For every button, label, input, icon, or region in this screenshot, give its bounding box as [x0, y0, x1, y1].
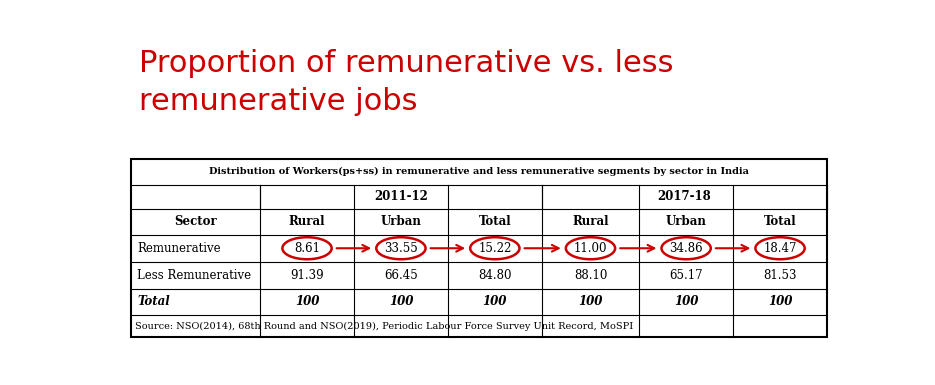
Text: 100: 100 — [768, 295, 792, 308]
Text: 100: 100 — [482, 295, 507, 308]
Text: 100: 100 — [389, 295, 413, 308]
Text: 84.80: 84.80 — [478, 269, 511, 281]
Text: 88.10: 88.10 — [574, 269, 607, 281]
Text: Remunerative: Remunerative — [137, 242, 221, 255]
Text: Total: Total — [479, 215, 511, 228]
Text: Distribution of Workers(ps+ss) in remunerative and less remunerative segments by: Distribution of Workers(ps+ss) in remune… — [209, 167, 749, 176]
Text: Total: Total — [764, 215, 797, 228]
Text: Total: Total — [137, 295, 170, 308]
Text: Urban: Urban — [381, 215, 422, 228]
Text: 33.55: 33.55 — [384, 242, 418, 255]
Text: 15.22: 15.22 — [478, 242, 511, 255]
Text: Urban: Urban — [666, 215, 707, 228]
Text: 66.45: 66.45 — [384, 269, 418, 281]
Text: Sector: Sector — [174, 215, 217, 228]
Text: Rural: Rural — [289, 215, 325, 228]
Text: 18.47: 18.47 — [763, 242, 797, 255]
Text: 100: 100 — [579, 295, 603, 308]
Text: 100: 100 — [674, 295, 698, 308]
Text: Proportion of remunerative vs. less
remunerative jobs: Proportion of remunerative vs. less remu… — [138, 49, 673, 116]
Text: Less Remunerative: Less Remunerative — [137, 269, 252, 281]
Text: 91.39: 91.39 — [290, 269, 324, 281]
Text: 2017-18: 2017-18 — [657, 190, 712, 203]
Text: 65.17: 65.17 — [669, 269, 703, 281]
Text: 81.53: 81.53 — [763, 269, 797, 281]
Text: Source: NSO(2014), 68th Round and NSO(2019), Periodic Labour Force Survey Unit R: Source: NSO(2014), 68th Round and NSO(20… — [135, 321, 633, 331]
Text: 100: 100 — [295, 295, 319, 308]
Text: 8.61: 8.61 — [294, 242, 320, 255]
Text: 34.86: 34.86 — [669, 242, 703, 255]
Text: 2011-12: 2011-12 — [374, 190, 428, 203]
Text: Rural: Rural — [572, 215, 609, 228]
Text: 11.00: 11.00 — [574, 242, 607, 255]
